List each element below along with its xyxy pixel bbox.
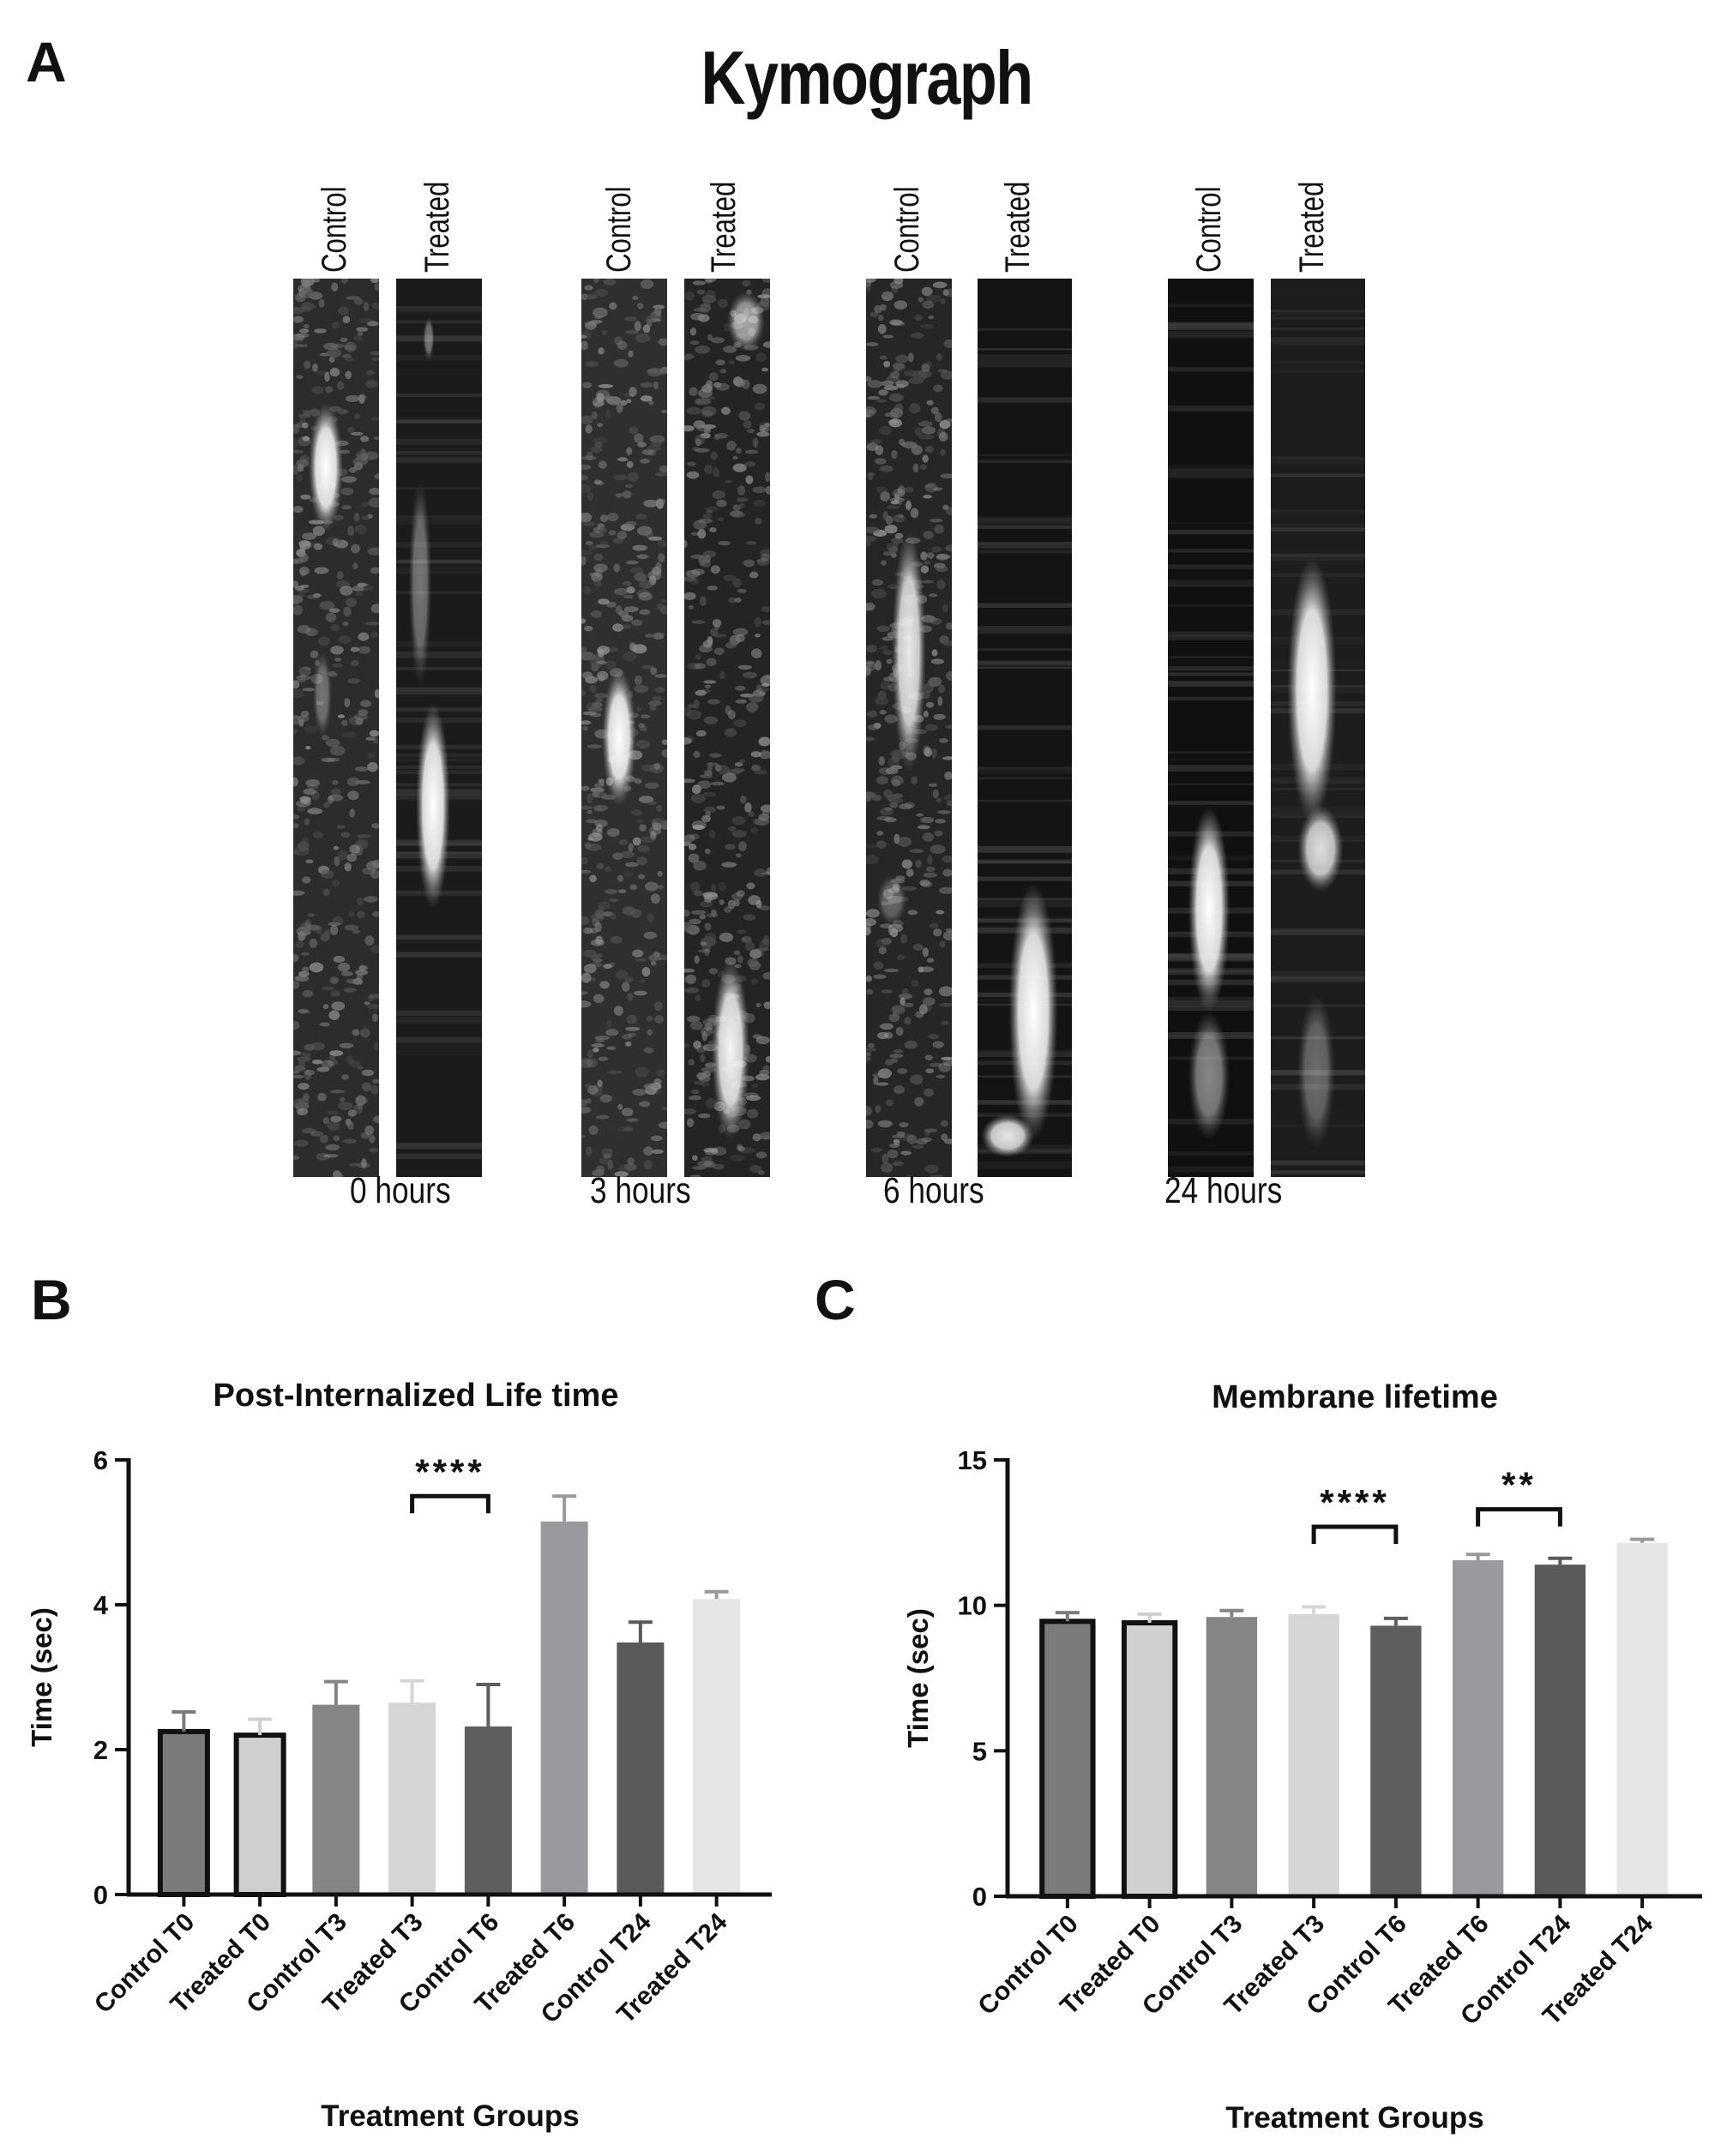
kymograph-column-label: Treated	[1293, 181, 1331, 273]
y-tick-label: 0	[972, 1882, 987, 1912]
bar	[1616, 1542, 1668, 1896]
bar	[1206, 1617, 1258, 1896]
significance-bracket	[1476, 1507, 1562, 1527]
bar	[617, 1642, 665, 1895]
bar	[1288, 1613, 1339, 1896]
kymograph-strip	[866, 279, 952, 1177]
kymograph-column-label: Control	[316, 186, 353, 273]
y-axis-label: Time (sec)	[902, 1608, 934, 1748]
y-axis-label: Time (sec)	[26, 1607, 57, 1747]
kymograph-strip	[1168, 279, 1254, 1177]
x-axis-label: Treatment Groups	[1225, 2101, 1483, 2135]
significance-label: **	[1501, 1465, 1537, 1505]
kymograph-time-label: 0 hours	[350, 1170, 451, 1211]
kymograph-time-label: 24 hours	[1164, 1170, 1283, 1211]
kymograph-time-label: 3 hours	[590, 1170, 691, 1211]
bar	[1039, 1619, 1096, 1899]
significance-bracket	[1311, 1524, 1399, 1545]
kymograph-column-label: Control	[888, 186, 926, 273]
bar	[157, 1728, 210, 1897]
x-axis-label: Treatment Groups	[321, 2099, 579, 2133]
kymograph-strip	[1271, 279, 1365, 1177]
kymograph-column-label: Treated	[999, 181, 1037, 273]
y-tick-label: 6	[93, 1445, 108, 1475]
kymograph-column-label: Treated	[418, 181, 456, 273]
bar	[1452, 1560, 1504, 1896]
bar	[464, 1726, 512, 1895]
significance-bracket	[410, 1493, 490, 1514]
post-internalized-lifetime-chart: Post-Internalized Life time Control T0 Tre…	[0, 1337, 857, 2152]
kymograph-strip	[684, 279, 770, 1177]
significance-label: ****	[1320, 1482, 1389, 1522]
chart-title: Membrane lifetime	[1212, 1379, 1498, 1415]
kymograph-strip	[978, 279, 1072, 1177]
panel-label-c: C	[815, 1268, 856, 1331]
bar	[540, 1521, 588, 1895]
chart-title: Post-Internalized Life time	[214, 1378, 619, 1414]
panel-label-b: B	[31, 1268, 72, 1331]
significance-label: ****	[415, 1451, 484, 1492]
y-tick-label: 0	[93, 1880, 108, 1910]
kymograph-title: Kymograph	[701, 35, 1033, 120]
kymograph-strip	[581, 279, 667, 1177]
kymograph-strip	[396, 279, 482, 1177]
bar	[1534, 1564, 1586, 1896]
bar	[1370, 1625, 1422, 1896]
bar	[693, 1599, 741, 1895]
panel-label-a: A	[26, 30, 67, 93]
bar	[1121, 1620, 1178, 1899]
y-tick-label: 10	[958, 1591, 987, 1621]
y-tick-label: 2	[93, 1735, 108, 1765]
kymograph-column-label: Control	[1190, 186, 1228, 273]
kymograph-strip	[293, 279, 379, 1177]
y-tick-label: 5	[972, 1736, 987, 1766]
membrane-lifetime-chart: Membrane lifetime Control T0 Treated T0 Con…	[857, 1337, 1733, 2152]
y-tick-label: 4	[93, 1590, 109, 1620]
bar	[388, 1703, 436, 1895]
kymograph-column-label: Control	[600, 186, 638, 273]
kymograph-column-label: Treated	[705, 181, 743, 273]
y-tick-label: 15	[958, 1445, 987, 1475]
bar	[233, 1733, 286, 1897]
kymograph-time-label: 6 hours	[883, 1170, 984, 1211]
bar	[312, 1704, 360, 1895]
